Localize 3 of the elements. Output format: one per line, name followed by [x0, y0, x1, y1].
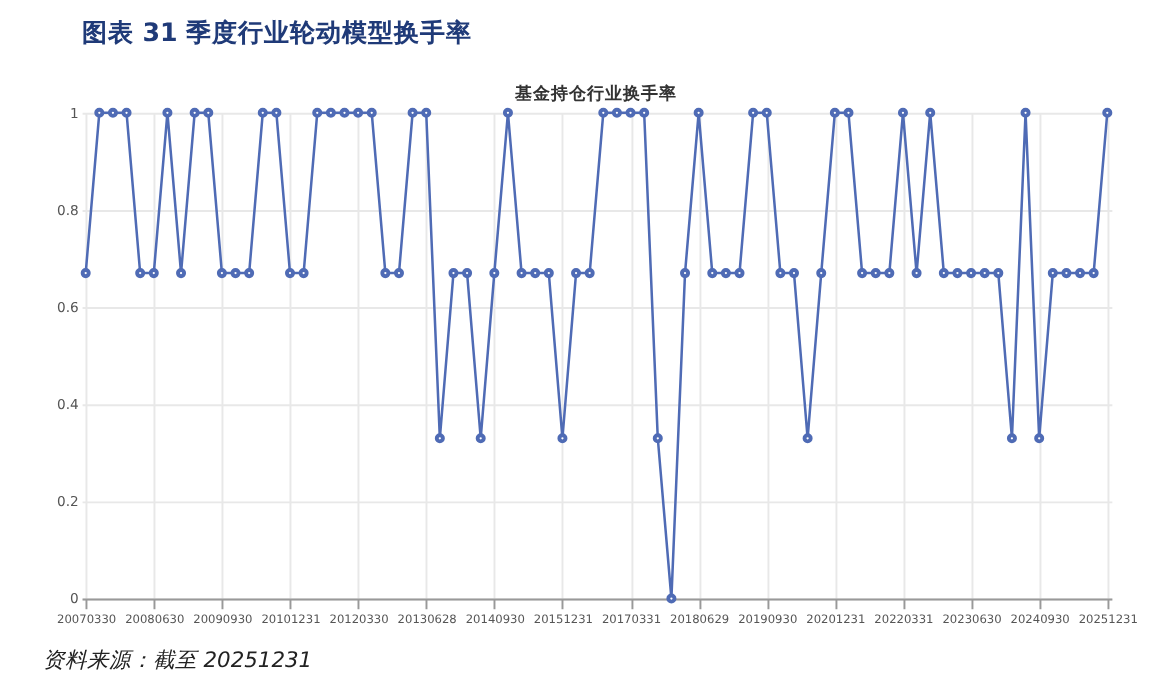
chart-subtitle: 基金持仓行业换手率 — [513, 83, 678, 106]
text: 资料来源：截至 20251231 — [42, 646, 313, 673]
chart-title: 图表 31 季度行业轮动模型换手率 — [81, 16, 473, 47]
